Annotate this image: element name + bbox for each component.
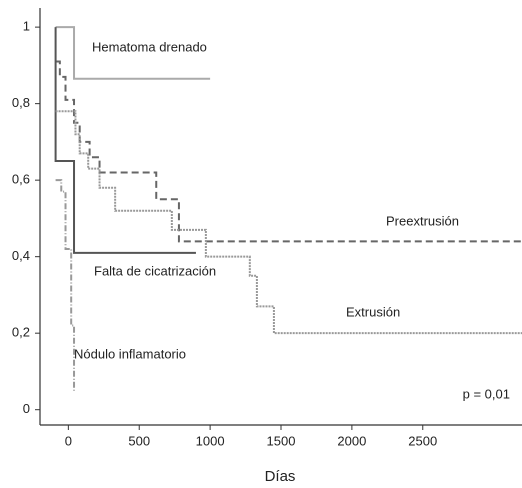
y-tick-label: 0,4	[12, 248, 30, 263]
km-curve	[55, 60, 522, 243]
y-tick-label: 0,6	[12, 172, 30, 187]
x-axis-label: Días	[265, 468, 296, 485]
km-curve	[55, 26, 211, 80]
x-tick-label: 1500	[267, 433, 296, 448]
km-curve	[55, 179, 76, 391]
x-tick-label: 1000	[196, 433, 225, 448]
series-label: Falta de cicatrización	[94, 263, 216, 278]
km-curve	[54, 27, 196, 254]
x-tick-label: 0	[65, 433, 72, 448]
series-label: Hematoma drenado	[92, 39, 207, 54]
y-tick-label: 0,8	[12, 95, 30, 110]
x-tick-label: 500	[128, 433, 150, 448]
y-tick-label: 0,2	[12, 325, 30, 340]
x-tick-label: 2500	[408, 433, 437, 448]
km-curve	[55, 110, 522, 335]
series-label: Extrusión	[346, 304, 400, 319]
x-tick-label: 2000	[337, 433, 366, 448]
series-label: Preextrusión	[386, 213, 459, 228]
y-tick-label: 0	[23, 401, 30, 416]
series-label: Nódulo inflamatorio	[74, 346, 186, 361]
annotation: p = 0,01	[463, 386, 510, 401]
y-tick-label: 1	[23, 19, 30, 34]
